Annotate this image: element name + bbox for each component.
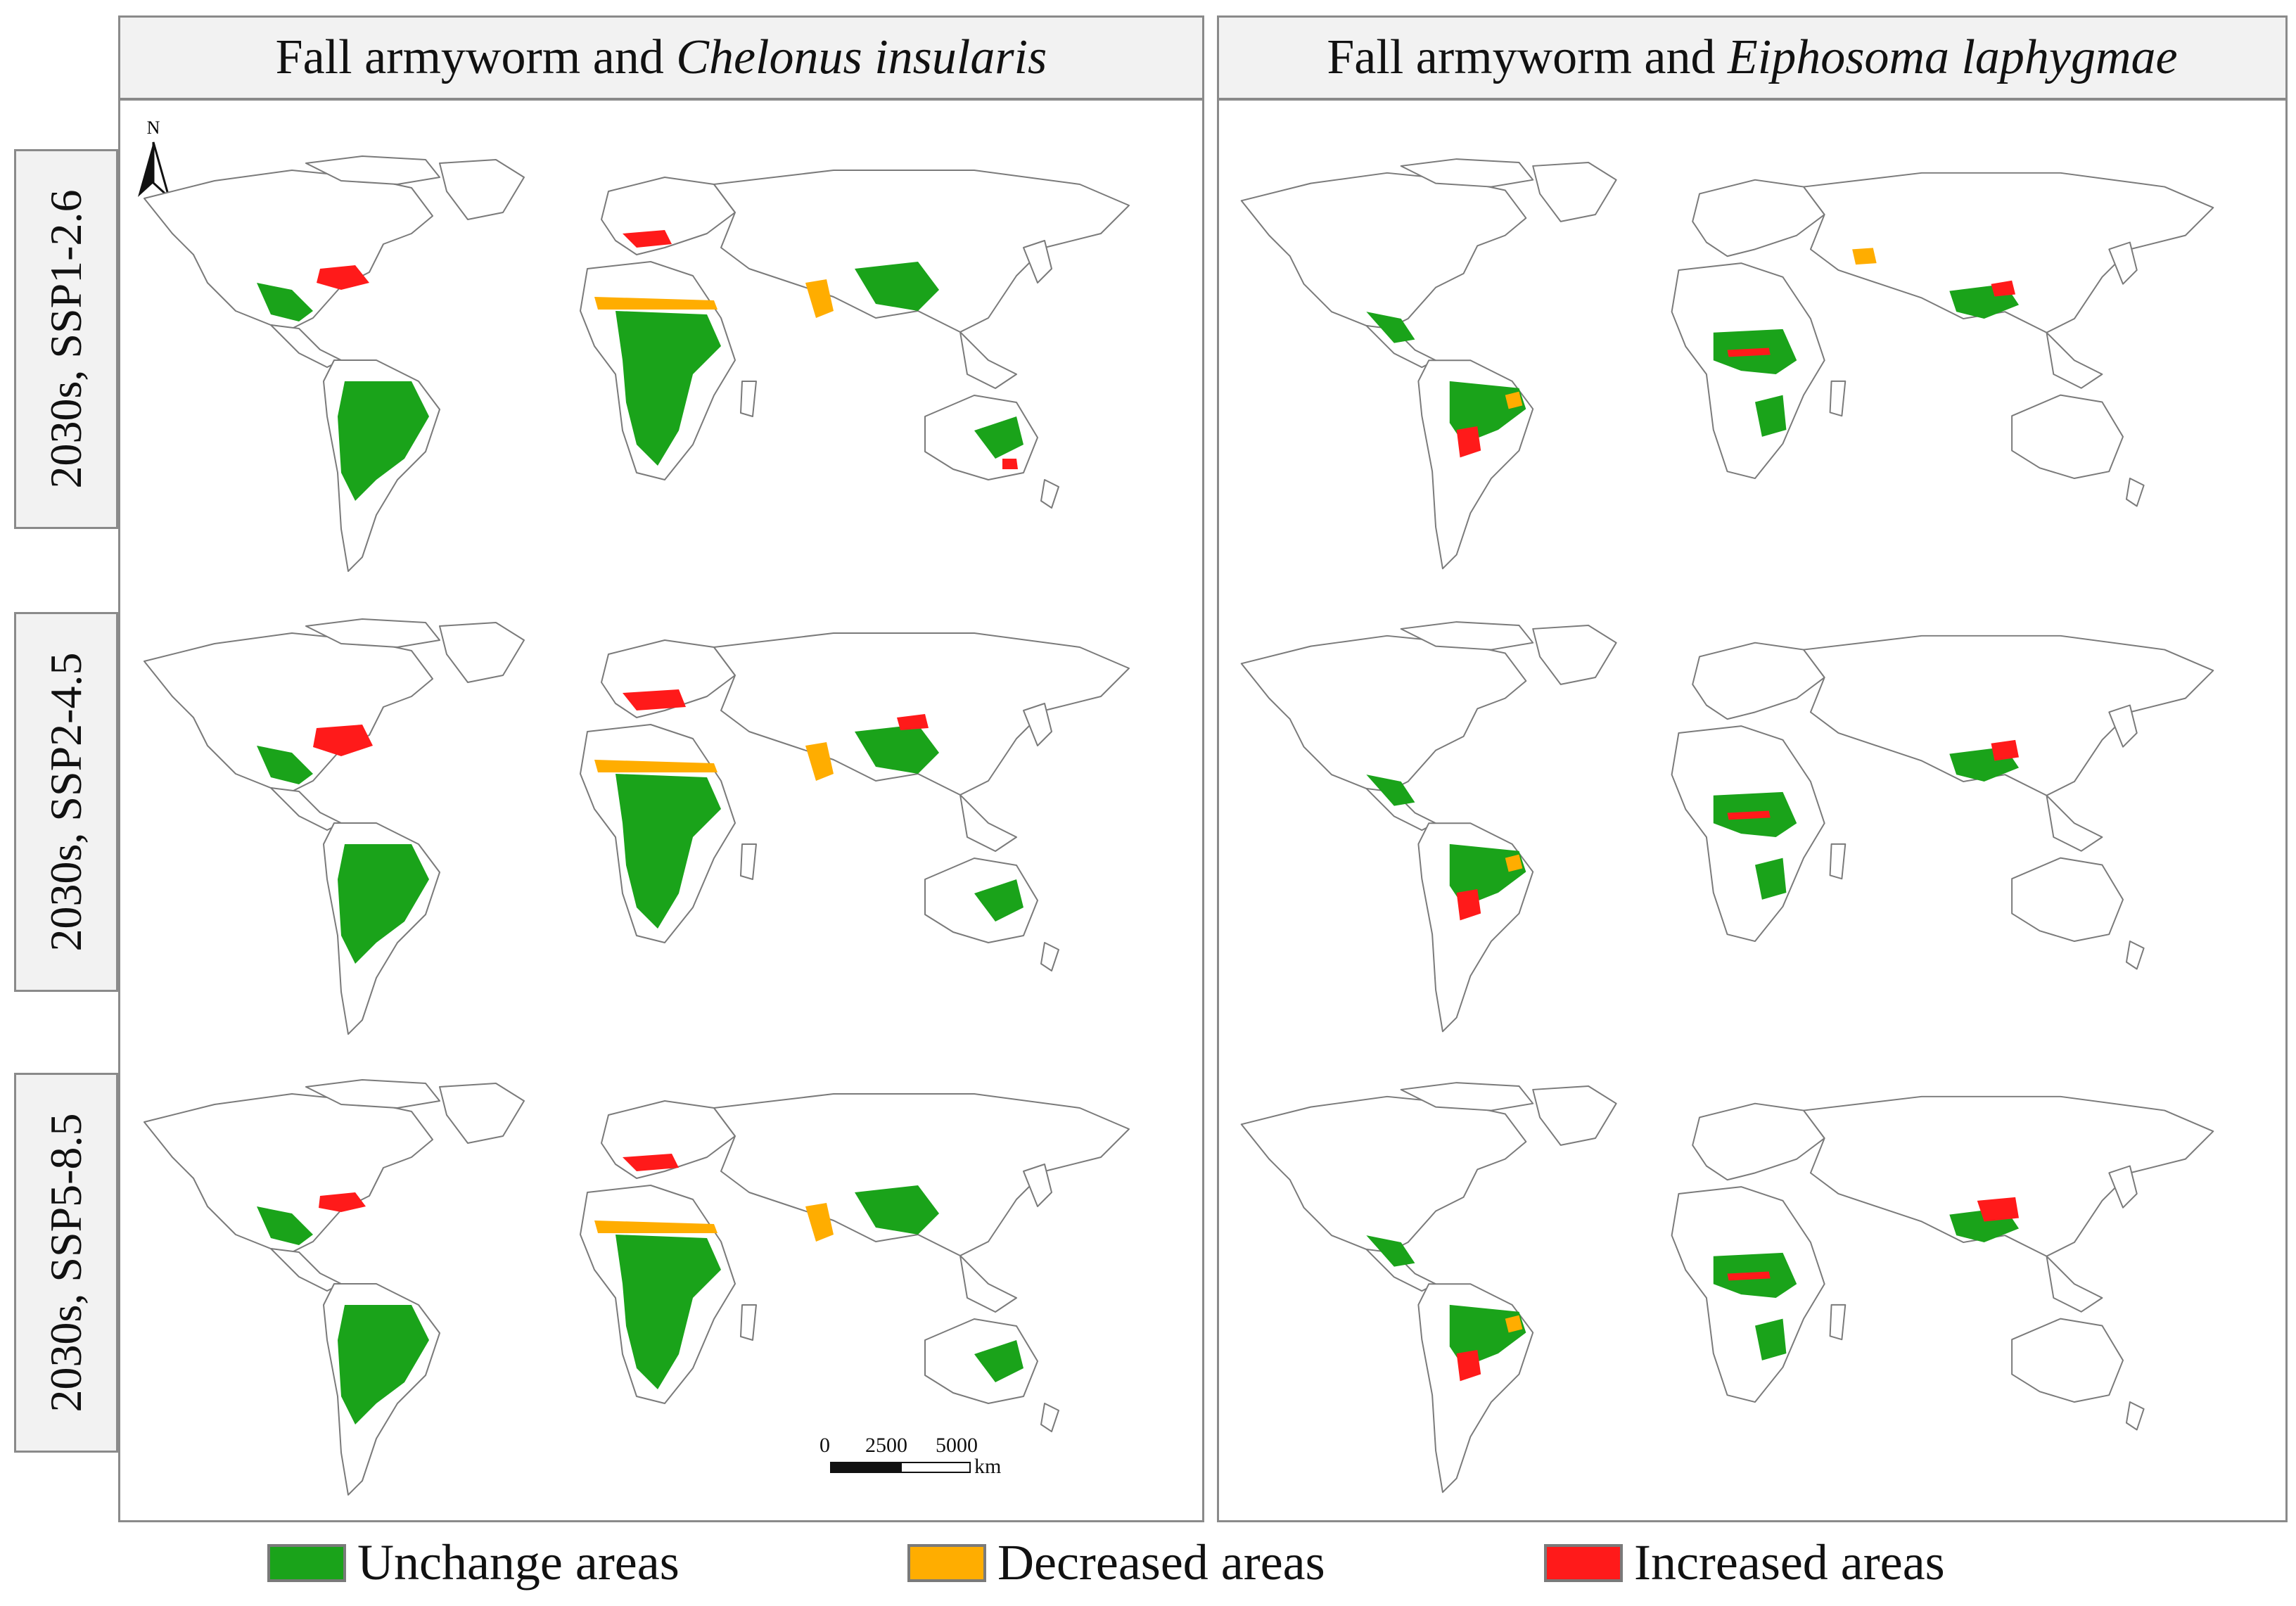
map-chelonus-ssp245 (144, 618, 1130, 1035)
column-header-eiphosoma: Fall armyworm and Eiphosoma laphygmae (1217, 15, 2288, 100)
legend-swatch-unchange (267, 1543, 346, 1582)
legend-label-decreased: Decreased areas (997, 1534, 1325, 1591)
column-header-chelonus: Fall armyworm and Chelonus insularis (118, 15, 1204, 100)
map-eiphosoma-ssp245 (1240, 621, 2214, 1033)
map-eiphosoma-ssp126 (1240, 158, 2214, 570)
scale-bar-white (900, 1462, 971, 1473)
svg-text:N: N (147, 118, 160, 138)
legend: Unchange areas Decreased areas Increased… (0, 1534, 2296, 1597)
scale-tick-5000: 5000 (936, 1434, 978, 1457)
row-label-ssp245: 2030s, SSP2-4.5 (14, 612, 118, 992)
map-eiphosoma-ssp585 (1240, 1082, 2214, 1493)
column-header-species: Chelonus insularis (676, 30, 1047, 84)
legend-label-unchange: Unchange areas (357, 1534, 680, 1591)
scale-tick-0: 0 (819, 1434, 830, 1457)
scale-unit: km (974, 1455, 1002, 1478)
legend-swatch-increased (1544, 1543, 1623, 1582)
legend-item-decreased: Decreased areas (907, 1534, 1325, 1592)
map-chelonus-ssp126 (144, 155, 1130, 572)
map-chelonus-ssp585 (144, 1079, 1130, 1496)
column-header-prefix: Fall armyworm and (1327, 30, 1716, 84)
scale-tick-2500: 2500 (865, 1434, 907, 1457)
column-header-prefix: Fall armyworm and (275, 30, 664, 84)
scale-bar: 0 2500 5000 km (809, 1434, 1020, 1478)
legend-item-increased: Increased areas (1544, 1534, 1945, 1592)
scale-bar-black (830, 1462, 900, 1473)
row-label-ssp585: 2030s, SSP5-8.5 (14, 1073, 118, 1453)
legend-swatch-decreased (907, 1543, 986, 1582)
column-header-species: Eiphosoma laphygmae (1727, 30, 2178, 84)
north-arrow-icon: N (138, 118, 171, 200)
legend-item-unchange: Unchange areas (267, 1534, 680, 1592)
row-label-ssp126: 2030s, SSP1-2.6 (14, 149, 118, 529)
legend-label-increased: Increased areas (1634, 1534, 1945, 1591)
